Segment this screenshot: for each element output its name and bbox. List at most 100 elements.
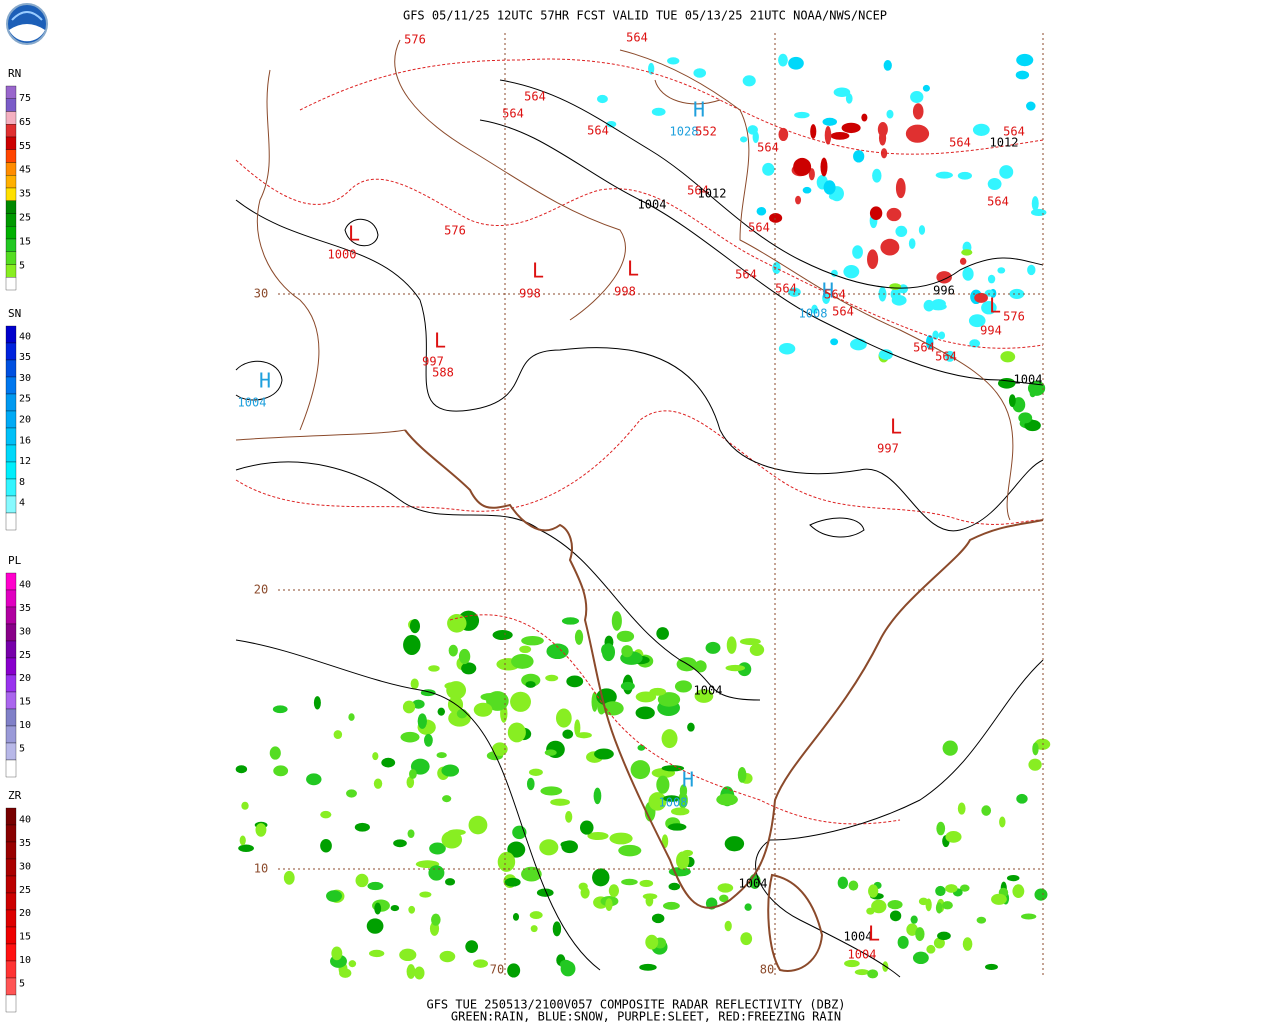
echo	[428, 665, 440, 672]
echo	[886, 207, 902, 222]
echo	[555, 708, 572, 728]
echo	[366, 918, 384, 934]
echo	[639, 879, 654, 887]
echo	[651, 913, 665, 924]
legend-swatch	[5, 909, 17, 928]
echo	[504, 877, 521, 887]
contour-label: 564	[949, 136, 971, 150]
echo	[306, 773, 322, 786]
legend-label: 20	[19, 673, 31, 684]
legend-label: 15	[19, 236, 31, 247]
contour-label: 552	[695, 125, 717, 139]
echo	[844, 959, 860, 968]
legend-swatch	[5, 264, 17, 278]
echo	[910, 915, 918, 924]
echo	[1032, 742, 1039, 756]
thickness-contour	[235, 159, 1044, 349]
coastline	[767, 873, 824, 972]
legend-swatch	[5, 277, 17, 291]
echo	[726, 636, 737, 654]
legend-swatch	[5, 136, 17, 150]
echo	[737, 766, 747, 783]
echo	[945, 884, 958, 893]
legend-label: 40	[19, 580, 31, 591]
contour-label: 576	[404, 33, 426, 47]
legend-swatch	[5, 977, 17, 996]
echo	[749, 643, 765, 656]
echo	[705, 641, 721, 654]
echo	[869, 206, 883, 221]
echo	[889, 910, 902, 922]
echo	[811, 304, 818, 314]
contour-label: 564	[735, 268, 757, 282]
echo	[473, 959, 488, 968]
legend-label: 45	[19, 165, 31, 176]
legend-label: 5	[19, 260, 25, 271]
echo	[372, 752, 379, 761]
echo	[601, 643, 616, 662]
echo	[621, 878, 638, 886]
echo	[560, 961, 576, 977]
echo	[878, 286, 887, 302]
legend-swatch	[5, 623, 17, 642]
echo	[235, 765, 248, 774]
echo	[605, 898, 613, 911]
echo	[238, 844, 254, 852]
echo	[429, 842, 446, 855]
echo	[991, 893, 1007, 905]
echo	[367, 881, 384, 891]
echo	[417, 713, 427, 729]
echo	[778, 127, 789, 142]
legend-label: 35	[19, 352, 31, 363]
legend-swatch	[5, 943, 17, 962]
echo	[635, 691, 657, 703]
echo	[642, 893, 658, 900]
legend-label: 25	[19, 650, 31, 661]
echo	[717, 883, 734, 893]
longitude-label: 70	[490, 963, 504, 977]
echo	[852, 245, 863, 259]
echo	[621, 645, 633, 658]
echo	[283, 870, 295, 885]
legend-swatch	[5, 759, 17, 778]
echo	[536, 888, 554, 897]
echo	[373, 778, 383, 789]
echo	[999, 816, 1006, 828]
echo	[959, 257, 967, 265]
legend-label: 15	[19, 697, 31, 708]
footer-line2: GREEN:RAIN, BLUE:SNOW, PURPLE:SLEET, RED…	[451, 1010, 841, 1024]
contour-label: 576	[1003, 310, 1025, 324]
echo	[441, 830, 463, 849]
echo	[408, 905, 416, 914]
echo	[719, 894, 729, 903]
echo	[987, 274, 996, 284]
echo	[1027, 264, 1036, 276]
echo	[830, 132, 850, 140]
echo	[823, 180, 836, 195]
echo	[822, 292, 831, 305]
echo	[528, 768, 543, 776]
echo	[447, 614, 467, 633]
contour-label: 564	[913, 341, 935, 355]
echo	[942, 740, 958, 756]
echo	[687, 722, 695, 732]
legend-swatch	[5, 376, 17, 395]
thickness-contour	[449, 614, 901, 825]
contour-label: 564	[775, 282, 797, 296]
echo	[1020, 913, 1037, 920]
echo	[976, 916, 987, 924]
legend-label: 35	[19, 838, 31, 849]
latitude-label: 30	[254, 287, 268, 301]
echo	[795, 195, 802, 205]
isobar	[235, 360, 283, 401]
coastline	[404, 429, 1044, 909]
echo	[1015, 70, 1030, 80]
echo	[845, 93, 853, 104]
echo	[510, 691, 531, 712]
contour-label: 1008	[659, 796, 688, 810]
pressure-center: L	[890, 415, 902, 439]
isobar	[235, 199, 1044, 532]
echo	[762, 162, 775, 176]
echo	[853, 150, 865, 163]
echo	[935, 171, 953, 179]
